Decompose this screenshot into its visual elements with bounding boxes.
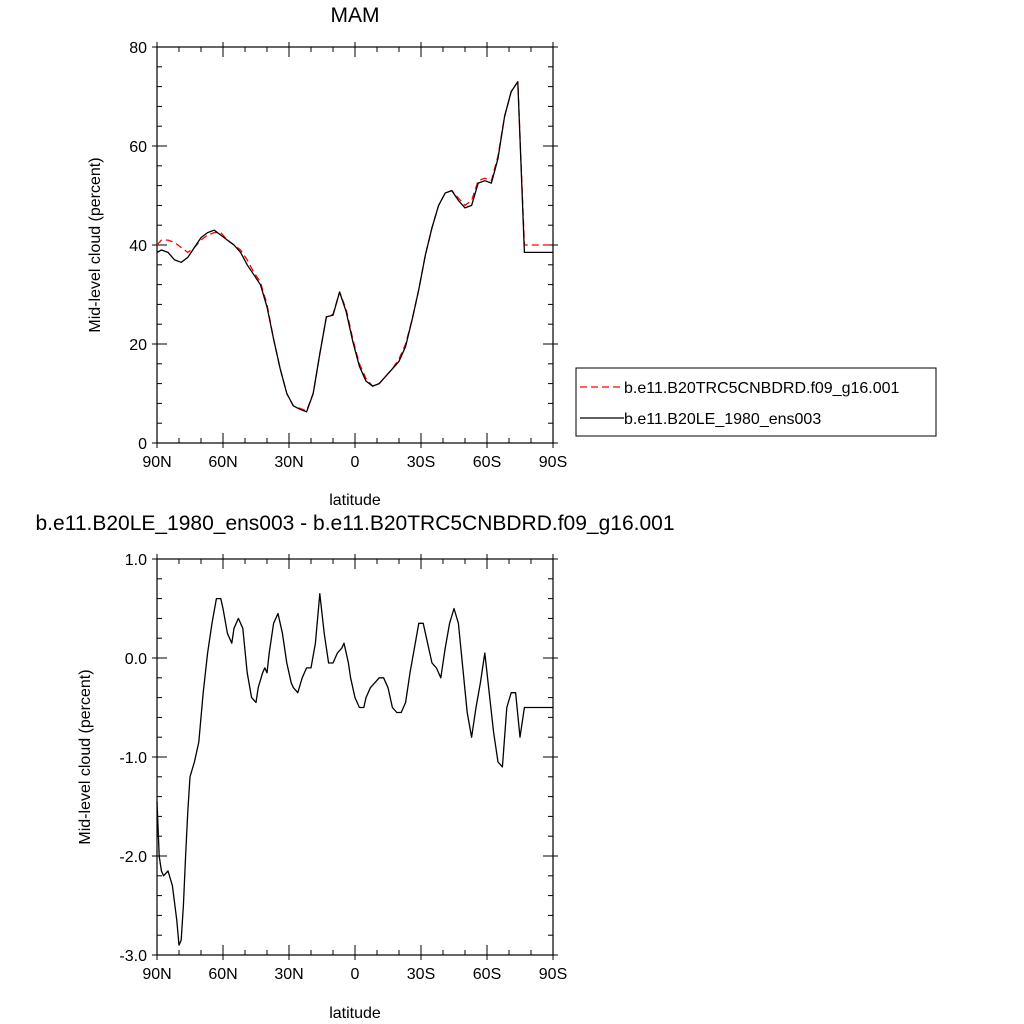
y-tick-label: 40: [129, 238, 147, 255]
plot-frame: [156, 558, 554, 956]
bottom-panel: b.e11.B20LE_1980_ens003 - b.e11.B20TRC5C…: [36, 512, 675, 1022]
x-tick-label: 90N: [142, 966, 171, 983]
bottom-series-group: [156, 593, 553, 946]
top-series-group: [156, 81, 553, 413]
top-panel: MAM 90N 60N 30N 0 30S 60S 90S 0 20 40 60 80 latitud…: [87, 4, 937, 509]
legend-label-series-2: b.e11.B20LE_1980_ens003: [624, 411, 821, 428]
x-tick-label: 30S: [407, 454, 435, 471]
x-tick-label: 90S: [539, 454, 567, 471]
bottom-x-axis-label: latitude: [329, 1005, 381, 1022]
x-tick-label: 90S: [539, 966, 567, 983]
top-legend: b.e11.B20TRC5CNBDRD.f09_g16.001 b.e11.B2…: [575, 367, 937, 437]
top-y-axis-label: Mid-level cloud (percent): [87, 157, 104, 332]
x-tick-label: 30S: [407, 966, 435, 983]
y-tick-label: 80: [129, 40, 147, 57]
y-tick-label: 1.0: [125, 552, 147, 569]
bottom-y-axis-label: Mid-level cloud (percent): [77, 669, 94, 844]
series-line-1: [156, 81, 553, 412]
bottom-chart-title: b.e11.B20LE_1980_ens003 - b.e11.B20TRC5C…: [36, 512, 675, 535]
top-axes: 90N 60N 30N 0 30S 60S 90S 0 20 40 60 80: [129, 40, 567, 471]
y-tick-label: 0: [138, 436, 147, 453]
x-tick-label: 60N: [208, 966, 237, 983]
y-tick-label: 20: [129, 337, 147, 354]
top-x-axis-label: latitude: [329, 492, 381, 509]
x-tick-label: 30N: [274, 966, 303, 983]
x-tick-label: 60S: [473, 966, 501, 983]
y-tick-label: 60: [129, 139, 147, 156]
top-chart-title: MAM: [331, 4, 380, 27]
plot-frame: [156, 46, 554, 444]
x-tick-label: 90N: [142, 454, 171, 471]
x-tick-label: 60S: [473, 454, 501, 471]
x-tick-label: 0: [351, 966, 360, 983]
x-tick-label: 30N: [274, 454, 303, 471]
x-tick-label: 60N: [208, 454, 237, 471]
x-tick-label: 0: [351, 454, 360, 471]
bottom-axes: 90N 60N 30N 0 30S 60S 90S -3.0 -2.0 -1.0 0.0 1.0: [119, 552, 567, 983]
legend-label-series-1: b.e11.B20TRC5CNBDRD.f09_g16.001: [624, 380, 900, 397]
y-tick-label: 0.0: [125, 651, 147, 668]
y-tick-label: -3.0: [119, 948, 147, 965]
y-tick-label: -1.0: [119, 750, 147, 767]
series-line-2: [156, 81, 553, 413]
series-line-1: [156, 593, 553, 946]
legend-box: [575, 367, 937, 437]
y-tick-label: -2.0: [119, 849, 147, 866]
